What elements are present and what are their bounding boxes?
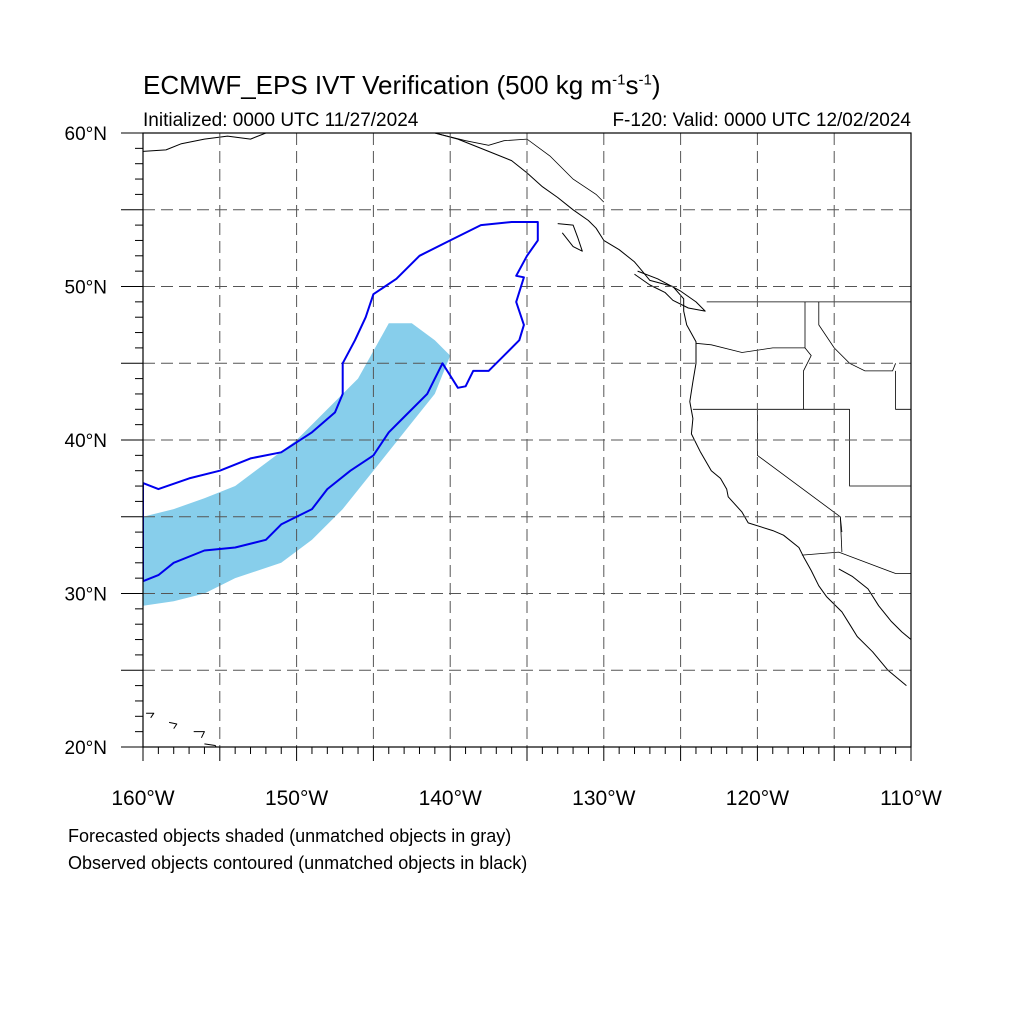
caption-observed: Observed objects contoured (unmatched ob… (68, 853, 528, 873)
observed-object-contour (143, 221, 539, 583)
coastline-vancouver-island (634, 270, 706, 312)
lat-label: 30°N (65, 585, 107, 606)
chart-title: ECMWF_EPS IVT Verification (500 kg m-1s-… (143, 70, 661, 100)
lon-label: 150°W (265, 787, 328, 810)
boundary-id-west (803, 301, 812, 410)
boundary-id-ut (895, 370, 911, 410)
axis-labels: 20°N 30°N 40°N 50°N 60°N 160°W 150°W 140°W 130°W… (65, 124, 942, 810)
lat-label: 60°N (65, 124, 107, 145)
coastline-layer (143, 133, 911, 747)
lon-label: 110°W (880, 787, 942, 810)
lon-label: 160°W (111, 787, 174, 810)
coastline-gulf-of-california-east (838, 568, 911, 640)
coastline-west-coast (434, 133, 907, 686)
coastline-alaska-south (143, 133, 267, 152)
grid-layer (143, 133, 911, 747)
boundary-az-ca (839, 516, 843, 553)
tick-layer (121, 132, 912, 761)
valid-time: F-120: Valid: 0000 UTC 12/02/2024 (612, 110, 911, 131)
observed-layer (143, 221, 539, 583)
coastline-haida-gwaii (557, 223, 583, 252)
coastline-hawaii-kauai (146, 712, 155, 719)
initialized-time: Initialized: 0000 UTC 11/27/2024 (143, 110, 419, 131)
coastline-hawaii-oahu (168, 721, 178, 729)
lat-label: 50°N (65, 278, 107, 299)
boundary-nv-ut (849, 409, 911, 487)
coastline-hawaii-big-island (204, 743, 217, 747)
lon-label: 130°W (572, 787, 635, 810)
lon-label: 120°W (726, 787, 789, 810)
lat-label: 40°N (65, 431, 107, 452)
boundary-us-mexico (801, 551, 911, 574)
caption-forecast: Forecasted objects shaded (unmatched obj… (68, 826, 512, 846)
boundary-or-wa (695, 342, 805, 353)
coastline-hawaii-maui (193, 731, 205, 739)
lon-label: 140°W (419, 787, 482, 810)
lat-label: 20°N (65, 738, 107, 759)
